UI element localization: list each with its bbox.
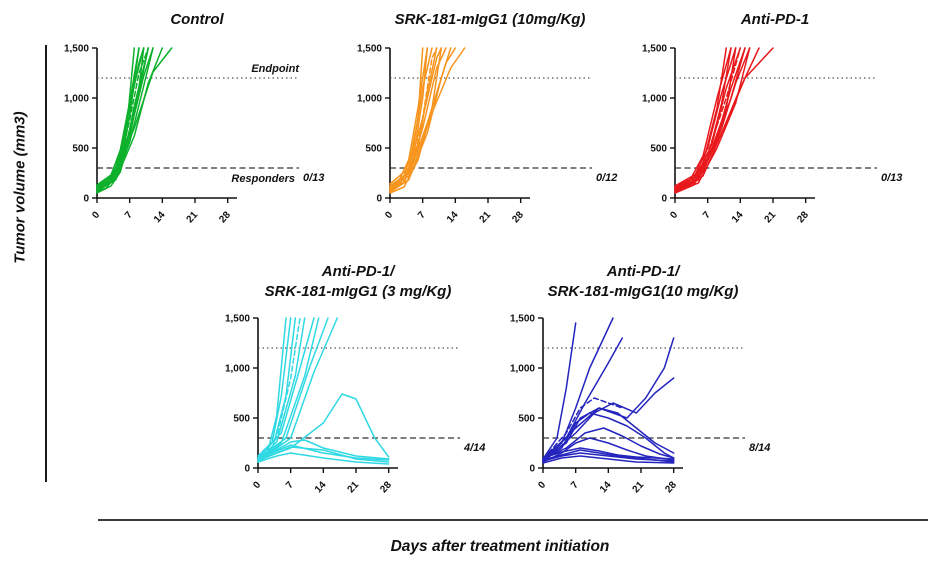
svg-text:500: 500 [365, 144, 382, 155]
svg-text:1,000: 1,000 [64, 94, 89, 105]
svg-text:0: 0 [383, 209, 395, 221]
responders-fraction-annotation: 8/14 [749, 442, 770, 454]
x-axis-line [98, 519, 928, 521]
svg-text:0: 0 [244, 464, 250, 475]
y-axis-label: Tumor volume (mm3) [11, 111, 29, 264]
svg-text:1,000: 1,000 [225, 364, 250, 375]
svg-text:28: 28 [663, 479, 679, 495]
panel-anti-pd-1: Anti-PD-1 0 500 1,000 1,500 0 7 14 21 28 0/13 [620, 10, 930, 238]
svg-text:0: 0 [376, 194, 382, 205]
svg-text:14: 14 [152, 209, 168, 225]
responders-fraction-annotation: 0/12 [596, 172, 617, 184]
svg-text:0: 0 [668, 209, 680, 221]
svg-text:21: 21 [346, 479, 362, 495]
svg-text:0: 0 [83, 194, 89, 205]
svg-text:1,500: 1,500 [642, 44, 667, 55]
panel-control: Control 0 500 1,000 1,500 0 7 14 21 28 Endpoint Re… [42, 10, 352, 238]
svg-text:0: 0 [536, 479, 548, 491]
svg-text:14: 14 [598, 479, 614, 495]
svg-text:500: 500 [233, 414, 250, 425]
svg-text:28: 28 [378, 479, 394, 495]
tumor-growth-chart: 0 500 1,000 1,500 0 7 14 21 28 4/14 [225, 314, 485, 496]
panel-title: SRK-181-mIgG1 (10mg/Kg) [394, 11, 586, 28]
panel-combo-10mg: Anti-PD-1/SRK-181-mIgG1(10 mg/Kg) 0 500 1,… [488, 262, 798, 508]
svg-text:7: 7 [569, 479, 581, 491]
y-axis-line [45, 45, 47, 482]
svg-text:0: 0 [90, 209, 102, 221]
svg-text:1,000: 1,000 [510, 364, 535, 375]
svg-text:14: 14 [445, 209, 461, 225]
svg-text:7: 7 [701, 209, 713, 221]
svg-text:7: 7 [284, 479, 296, 491]
svg-text:0: 0 [251, 479, 263, 491]
responders-fraction-annotation: 0/13 [881, 172, 902, 184]
panel-combo-3mg: Anti-PD-1/SRK-181-mIgG1 (3 mg/Kg) 0 500 1,… [203, 262, 513, 508]
svg-text:1,500: 1,500 [64, 44, 89, 55]
panel-title: Control [170, 11, 224, 28]
svg-text:21: 21 [478, 209, 494, 225]
svg-text:28: 28 [795, 209, 811, 225]
x-axis-label: Days after treatment initiation [390, 538, 610, 555]
svg-text:0: 0 [529, 464, 535, 475]
svg-text:1,000: 1,000 [642, 94, 667, 105]
svg-text:1,500: 1,500 [357, 44, 382, 55]
svg-text:0: 0 [661, 194, 667, 205]
svg-text:21: 21 [763, 209, 779, 225]
responders-fraction-annotation: 0/13 [303, 172, 324, 184]
svg-text:21: 21 [631, 479, 647, 495]
svg-text:7: 7 [416, 209, 428, 221]
tumor-growth-chart: 0 500 1,000 1,500 0 7 14 21 28 8/14 [510, 314, 770, 496]
responders-fraction-annotation: 4/14 [463, 442, 485, 454]
panel-title: Anti-PD-1/SRK-181-mIgG1 (3 mg/Kg) [264, 263, 452, 300]
svg-text:1,500: 1,500 [225, 314, 250, 325]
svg-text:28: 28 [217, 209, 233, 225]
svg-text:500: 500 [518, 414, 535, 425]
svg-text:28: 28 [510, 209, 526, 225]
panel-srk-181: SRK-181-mIgG1 (10mg/Kg) 0 500 1,000 1,500 0 7… [335, 10, 645, 238]
panel-title: Anti-PD-1 [740, 11, 810, 28]
svg-text:500: 500 [72, 144, 89, 155]
svg-text:1,000: 1,000 [357, 94, 382, 105]
panel-title: Anti-PD-1/SRK-181-mIgG1(10 mg/Kg) [547, 263, 739, 300]
tumor-growth-chart: 0 500 1,000 1,500 0 7 14 21 28 Endpoint Responders… [64, 44, 324, 226]
tumor-growth-chart: 0 500 1,000 1,500 0 7 14 21 28 0/12 [357, 44, 617, 226]
svg-text:7: 7 [123, 209, 135, 221]
tumor-growth-chart: 0 500 1,000 1,500 0 7 14 21 28 0/13 [642, 44, 902, 226]
svg-text:21: 21 [185, 209, 201, 225]
svg-text:1,500: 1,500 [510, 314, 535, 325]
responders-line-label: Responders [231, 173, 295, 185]
svg-text:14: 14 [313, 479, 329, 495]
svg-text:14: 14 [730, 209, 746, 225]
endpoint-line-label: Endpoint [251, 63, 300, 75]
svg-text:500: 500 [650, 144, 667, 155]
